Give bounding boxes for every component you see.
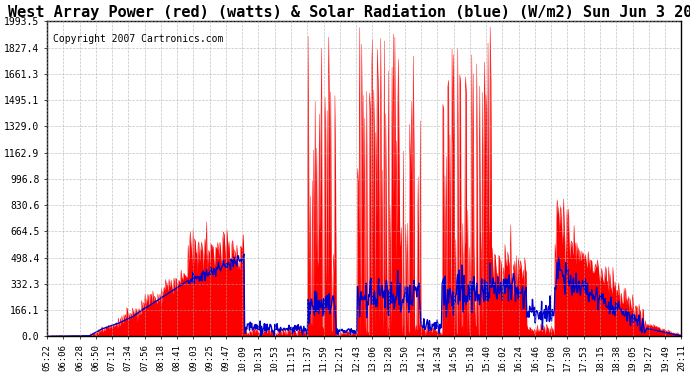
Text: Copyright 2007 Cartronics.com: Copyright 2007 Cartronics.com — [53, 34, 224, 44]
Title: West Array Power (red) (watts) & Solar Radiation (blue) (W/m2) Sun Jun 3 20:17: West Array Power (red) (watts) & Solar R… — [8, 4, 690, 20]
